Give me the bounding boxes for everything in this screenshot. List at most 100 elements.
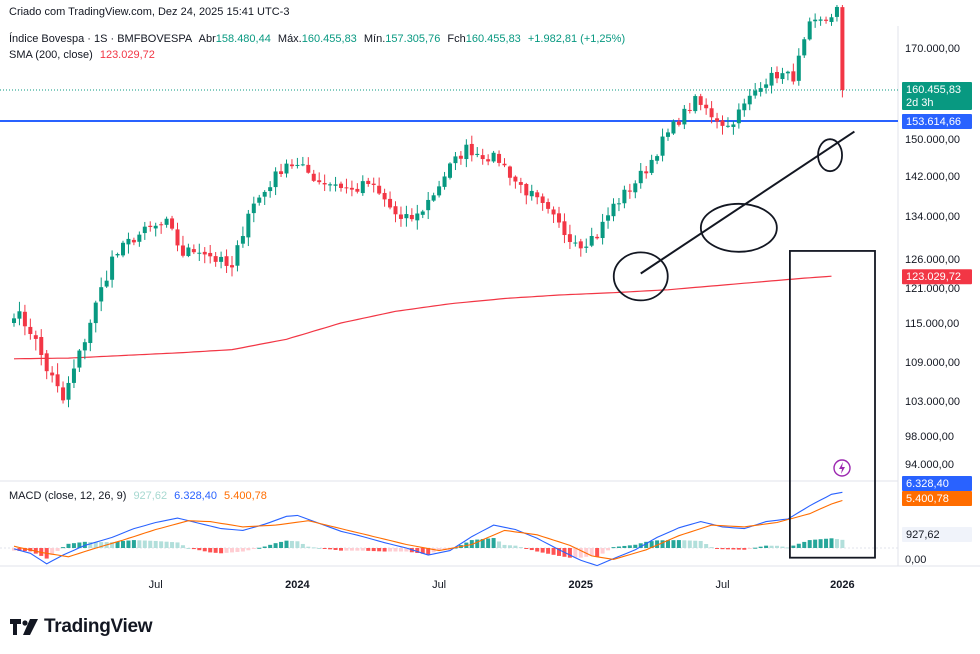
macd-legend[interactable]: MACD (close, 12, 26, 9) 927,62 6.328,40 …: [9, 490, 271, 502]
macd-hist-bar: [426, 548, 431, 555]
trendline: [640, 130, 855, 275]
time-tick-label: Jul: [149, 579, 163, 591]
candle-body: [824, 19, 829, 21]
candle-body: [840, 7, 845, 90]
macd-hist-bar: [606, 548, 611, 551]
macd-hist-bar: [339, 548, 343, 551]
macd-hist-bar: [720, 548, 725, 550]
lightning-icon-bolt: [839, 462, 845, 474]
macd-hist-bar: [764, 545, 769, 548]
macd-hist-bar: [382, 548, 387, 552]
macd-hist-bar: [491, 538, 496, 548]
macd-hist-bar: [518, 547, 523, 549]
candle-body: [807, 21, 812, 40]
macd-hist-bar: [99, 542, 104, 548]
candle-body: [704, 104, 709, 109]
macd-hist-bar: [164, 541, 169, 548]
macd-hist-bar: [578, 548, 583, 558]
candle-body: [388, 198, 393, 208]
price-tick-label: 94.000,00: [905, 459, 954, 471]
candle-body: [180, 245, 185, 256]
macd-hist-bar: [186, 548, 191, 549]
macd-hist-bar: [22, 548, 27, 552]
macd-hist-bar: [115, 541, 120, 548]
candle-body: [333, 184, 338, 186]
macd-hist-bar: [649, 541, 654, 548]
macd-hist-bar: [791, 545, 796, 548]
candle-body: [82, 342, 87, 351]
candle-body: [573, 242, 578, 244]
macd-hist-bar: [502, 544, 507, 548]
candle-body: [22, 311, 27, 327]
annotation-ellipse: [699, 202, 778, 253]
candle-body: [415, 213, 420, 221]
candle-body: [622, 189, 627, 204]
macd-hist-bar: [388, 548, 393, 552]
macd-hist-bar: [676, 540, 681, 548]
macd-hist-bar: [317, 548, 322, 549]
price-tick-label: 98.000,00: [905, 431, 954, 443]
price-label-text: 123.029,72: [906, 271, 961, 283]
candle-body: [818, 19, 823, 21]
candle-body: [317, 180, 322, 183]
candle-body: [698, 96, 703, 105]
macd-hist-bar: [159, 541, 164, 548]
macd-hist-bar: [142, 540, 147, 548]
candle-body: [644, 171, 649, 174]
macd-price-label-text: 6.328,40: [906, 478, 949, 490]
candle-body: [409, 214, 414, 220]
candle-body: [627, 190, 632, 192]
macd-hist-bar: [131, 540, 136, 548]
price-label-text: 160.455,83: [906, 84, 961, 96]
candle-body: [502, 163, 507, 166]
macd-hist-bar: [731, 548, 736, 550]
candle-body: [197, 252, 202, 254]
macd-hist-bar: [175, 542, 180, 548]
macd-hist-bar: [644, 541, 649, 548]
candle-body: [208, 252, 213, 257]
macd-hist-bar: [546, 548, 551, 554]
candle-body: [66, 382, 71, 400]
macd-line-value: 6.328,40: [174, 490, 217, 502]
candle-body: [655, 156, 660, 161]
candle-body: [709, 108, 714, 118]
macd-hist-bar: [273, 543, 278, 548]
macd-hist-bar: [715, 548, 720, 549]
candle-body: [540, 196, 545, 203]
macd-hist-bar: [818, 539, 823, 548]
candle-body: [557, 213, 561, 223]
time-tick-label: Jul: [432, 579, 446, 591]
macd-hist-bar: [693, 540, 698, 548]
candle-body: [289, 164, 294, 167]
candle-body: [551, 209, 556, 215]
candle-body: [295, 164, 300, 166]
macd-hist-bar: [725, 548, 730, 550]
candle-body: [148, 225, 153, 228]
close-label: Fch: [447, 33, 466, 45]
macd-hist-bar: [666, 540, 670, 548]
macd-hist-bar: [61, 547, 66, 549]
macd-hist-bar: [398, 548, 403, 552]
candle-body: [518, 182, 523, 185]
candle-body: [33, 335, 38, 339]
annotation-rectangle: [789, 250, 876, 559]
candle-body: [448, 163, 452, 178]
symbol-title[interactable]: Índice Bovespa · 1S · BMFBOVESPA: [9, 33, 193, 45]
candle-body: [142, 226, 147, 234]
candle-body: [186, 247, 191, 257]
candle-body: [284, 163, 289, 174]
macd-hist-bar: [622, 545, 627, 548]
candle-body: [834, 6, 839, 17]
candle-body: [164, 218, 169, 225]
macd-hist-bar: [475, 539, 480, 548]
candle-body: [469, 143, 474, 156]
candle-body: [796, 55, 801, 81]
sma-legend[interactable]: SMA (200, close) 123.029,72: [9, 49, 159, 61]
macd-hist-bar: [55, 548, 60, 551]
candle-body: [420, 211, 425, 215]
candle-body: [486, 159, 491, 162]
candle-body: [507, 166, 512, 178]
candle-body: [524, 183, 529, 196]
candle-body: [110, 256, 115, 280]
